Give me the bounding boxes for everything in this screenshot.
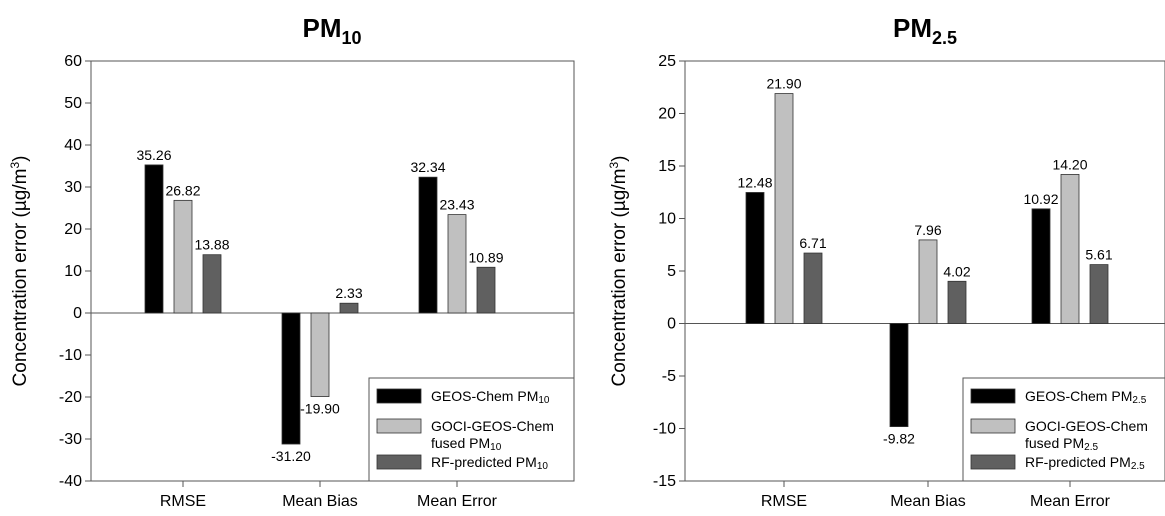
- bar: [202, 254, 222, 314]
- bar: [889, 323, 909, 428]
- bar: [476, 266, 496, 314]
- data-label: 26.82: [165, 182, 200, 198]
- y-tick-label: -10: [59, 347, 82, 364]
- y-tick-label: 40: [64, 137, 82, 154]
- x-tick-label: Mean Error: [417, 493, 498, 510]
- data-label: 4.02: [943, 263, 970, 279]
- legend-label: GOCI-GEOS-Chem: [1025, 418, 1148, 434]
- bar: [803, 252, 823, 324]
- y-tick-label: 10: [64, 263, 82, 280]
- y-tick-label: 5: [667, 263, 676, 280]
- data-label: -9.82: [883, 431, 915, 447]
- bar: [1031, 208, 1051, 324]
- y-tick-label: 20: [658, 106, 676, 123]
- x-tick-label: Mean Error: [1030, 493, 1111, 510]
- bar: [774, 93, 794, 324]
- data-label: 35.26: [136, 147, 171, 163]
- y-tick-label: 50: [64, 95, 82, 112]
- bar: [418, 176, 438, 314]
- bar: [310, 312, 330, 397]
- data-label: 12.48: [737, 174, 772, 190]
- data-label: 21.90: [766, 76, 801, 92]
- legend-swatch: [376, 418, 422, 434]
- y-tick-label: 10: [658, 211, 676, 228]
- bar: [173, 199, 193, 314]
- chart-panel-0: PM10 Concentration error (µg/m3) -40 -30 -20…: [8, 13, 575, 510]
- data-label: 10.89: [468, 249, 503, 265]
- y-tick-label: 30: [64, 179, 82, 196]
- legend-label: RF-predicted PM10: [431, 454, 548, 472]
- bar: [745, 192, 765, 324]
- bar: [144, 164, 164, 314]
- bar: [1060, 173, 1080, 324]
- data-label: 13.88: [194, 237, 229, 253]
- y-tick-label: 25: [658, 53, 676, 70]
- data-label: -19.90: [300, 401, 340, 417]
- chart-panel-1: PM2.5 Concentration error (µg/m3) -15 -10 -5…: [607, 13, 1165, 510]
- y-tick-label: -20: [59, 389, 82, 406]
- y-axis-label: Concentration error (µg/m3): [607, 156, 630, 387]
- data-label: 23.43: [439, 197, 474, 213]
- data-label: 10.92: [1023, 191, 1058, 207]
- y-axis-label: Concentration error (µg/m3): [8, 156, 31, 387]
- data-label: 2.33: [335, 285, 362, 301]
- y-tick-label: -30: [59, 431, 82, 448]
- data-label: 5.61: [1085, 247, 1112, 263]
- x-tick-label: Mean Bias: [890, 493, 966, 510]
- data-label: 6.71: [799, 235, 826, 251]
- y-tick-label: -5: [662, 368, 676, 385]
- y-tick-label: 0: [667, 316, 676, 333]
- x-tick-label: RMSE: [761, 493, 807, 510]
- data-label: -31.20: [271, 448, 311, 464]
- y-tick-label: -10: [653, 421, 676, 438]
- legend-swatch: [970, 418, 1016, 434]
- y-tick-label: 20: [64, 221, 82, 238]
- x-tick-label: Mean Bias: [282, 493, 358, 510]
- chart-title: PM10: [302, 13, 361, 48]
- data-label: 32.34: [410, 159, 445, 175]
- legend-label: GEOS-Chem PM10: [431, 388, 550, 406]
- y-tick-label: -15: [653, 473, 676, 490]
- legend-label: RF-predicted PM2.5: [1025, 454, 1145, 472]
- legend-swatch: [970, 388, 1016, 404]
- legend-label: GOCI-GEOS-Chem: [431, 418, 554, 434]
- legend-label: fused PM10: [431, 435, 502, 453]
- bar: [918, 239, 938, 324]
- data-label: 14.20: [1052, 156, 1087, 172]
- y-tick-label: 60: [64, 53, 82, 70]
- x-tick-label: RMSE: [160, 493, 206, 510]
- y-tick-label: 0: [73, 305, 82, 322]
- y-tick-label: -40: [59, 473, 82, 490]
- legend-swatch: [970, 454, 1016, 470]
- chart-title: PM2.5: [893, 13, 957, 48]
- data-label: 7.96: [914, 222, 941, 238]
- y-tick-label: 15: [658, 158, 676, 175]
- legend-swatch: [376, 388, 422, 404]
- bar: [1089, 264, 1109, 324]
- bar: [281, 312, 301, 445]
- bar: [447, 214, 467, 314]
- bar: [339, 302, 359, 314]
- legend-label: fused PM2.5: [1025, 435, 1098, 453]
- legend-swatch: [376, 454, 422, 470]
- bar: [947, 280, 967, 324]
- legend-label: GEOS-Chem PM2.5: [1025, 388, 1147, 406]
